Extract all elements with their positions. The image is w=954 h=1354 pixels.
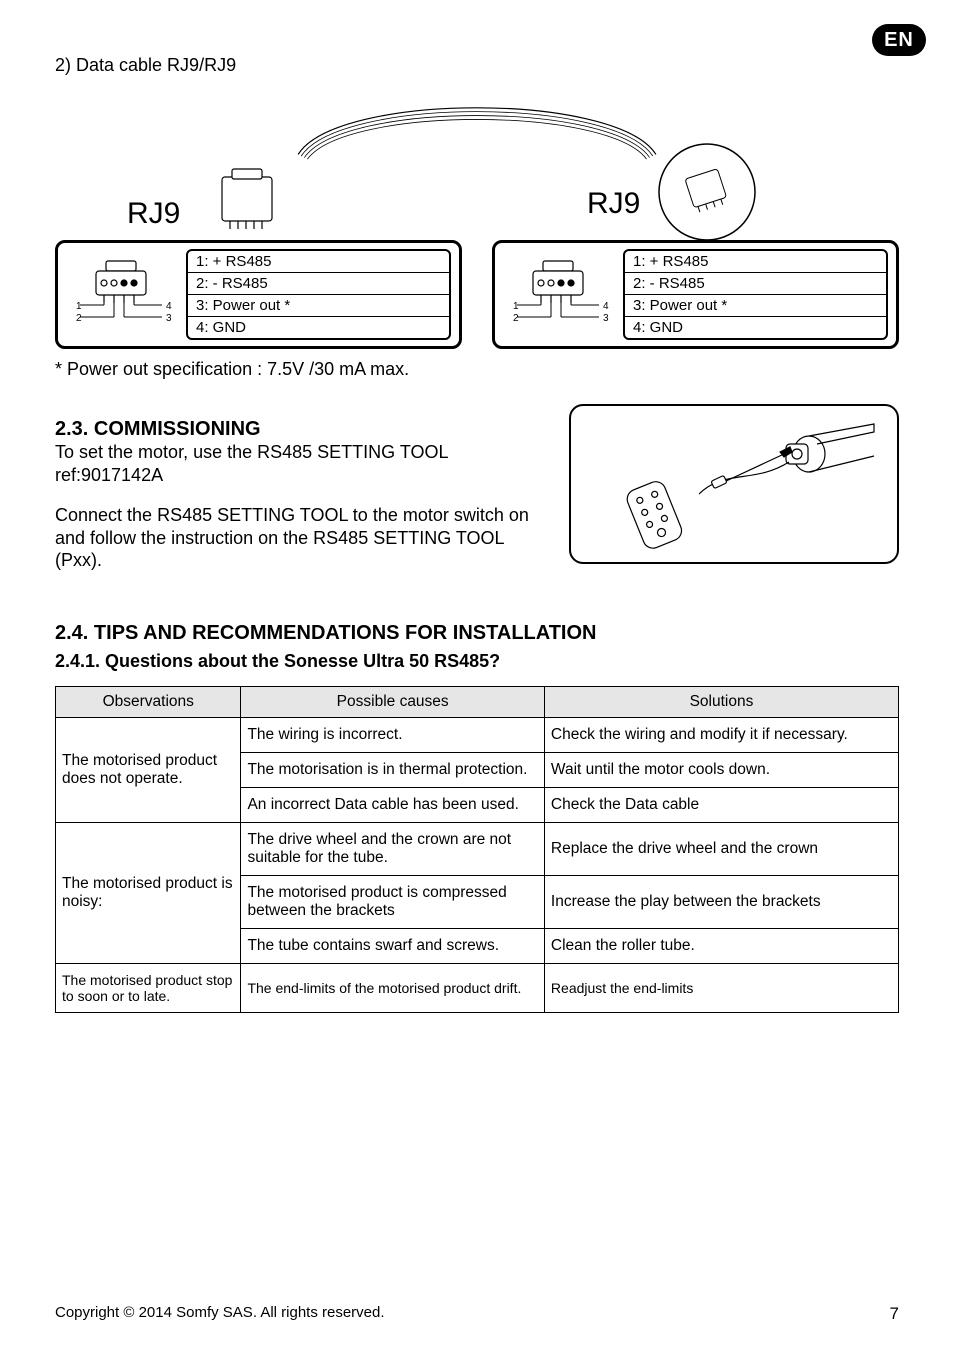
troubleshoot-table: Observations Possible causes Solutions T… bbox=[55, 686, 899, 1013]
cell-obs: The motorised product is noisy: bbox=[56, 822, 241, 963]
commissioning-heading: 2.3. COMMISSIONING bbox=[55, 418, 549, 441]
pin-row: 1: + RS485 bbox=[625, 251, 886, 273]
connector-pin-icon-left: 1 4 2 3 bbox=[66, 255, 176, 335]
pin-row: 2: - RS485 bbox=[625, 273, 886, 295]
th-observations: Observations bbox=[56, 686, 241, 717]
cable-wire-svg bbox=[237, 100, 717, 170]
cell-sol: Increase the play between the brackets bbox=[544, 875, 898, 928]
pin-num-3: 3 bbox=[166, 313, 172, 324]
setting-tool-illustration bbox=[569, 404, 899, 564]
svg-text:3: 3 bbox=[603, 313, 609, 324]
rj9-connector-right bbox=[652, 137, 762, 247]
svg-text:4: 4 bbox=[603, 301, 609, 312]
tips-subheading: 2.4.1. Questions about the Sonesse Ultra… bbox=[55, 651, 899, 672]
connector-label-left: RJ9 bbox=[127, 197, 180, 231]
cell-cause: The wiring is incorrect. bbox=[241, 717, 544, 752]
pin-num-2: 2 bbox=[76, 313, 82, 324]
cell-cause: The motorisation is in thermal protectio… bbox=[241, 752, 544, 787]
cell-sol: Readjust the end-limits bbox=[544, 963, 898, 1012]
cell-cause: The end-limits of the motorised product … bbox=[241, 963, 544, 1012]
commissioning-p2: Connect the RS485 SETTING TOOL to the mo… bbox=[55, 504, 549, 572]
connector-label-right: RJ9 bbox=[587, 187, 640, 221]
commissioning-section: 2.3. COMMISSIONING To set the motor, use… bbox=[55, 404, 899, 572]
svg-text:2: 2 bbox=[513, 313, 519, 324]
section-2-label: 2) Data cable RJ9/RJ9 bbox=[55, 55, 899, 76]
pinout-block-left: 1 4 2 3 1: + RS485 2: - RS485 3: Power o… bbox=[55, 240, 462, 349]
pin-table-right: 1: + RS485 2: - RS485 3: Power out * 4: … bbox=[623, 249, 888, 340]
cell-cause: An incorrect Data cable has been used. bbox=[241, 787, 544, 822]
th-solutions: Solutions bbox=[544, 686, 898, 717]
cell-cause: The motorised product is compressed betw… bbox=[241, 875, 544, 928]
rj9-connector-left bbox=[197, 167, 297, 247]
copyright-text: Copyright © 2014 Somfy SAS. All rights r… bbox=[55, 1304, 385, 1324]
language-badge: EN bbox=[872, 24, 926, 56]
cable-diagram: RJ9 RJ9 bbox=[87, 82, 867, 232]
cell-sol: Check the Data cable bbox=[544, 787, 898, 822]
table-row: The motorised product does not operate. … bbox=[56, 717, 899, 752]
cell-sol: Replace the drive wheel and the crown bbox=[544, 822, 898, 875]
cell-cause: The tube contains swarf and screws. bbox=[241, 928, 544, 963]
pin-row: 4: GND bbox=[625, 317, 886, 338]
pinout-block-right: 1 4 2 3 1: + RS485 2: - RS485 3: Power o… bbox=[492, 240, 899, 349]
pin-row: 2: - RS485 bbox=[188, 273, 449, 295]
cell-obs: The motorised product stop to soon or to… bbox=[56, 963, 241, 1012]
pin-row: 4: GND bbox=[188, 317, 449, 338]
page-footer: Copyright © 2014 Somfy SAS. All rights r… bbox=[55, 1304, 899, 1324]
page-number: 7 bbox=[890, 1304, 899, 1324]
cell-obs: The motorised product does not operate. bbox=[56, 717, 241, 822]
commissioning-p1: To set the motor, use the RS485 SETTING … bbox=[55, 441, 549, 486]
cell-sol: Check the wiring and modify it if necess… bbox=[544, 717, 898, 752]
power-out-footnote: * Power out specification : 7.5V /30 mA … bbox=[55, 359, 899, 380]
th-causes: Possible causes bbox=[241, 686, 544, 717]
connector-pin-icon-right: 1 4 2 3 bbox=[503, 255, 613, 335]
pin-row: 3: Power out * bbox=[188, 295, 449, 317]
tips-heading: 2.4. TIPS AND RECOMMENDATIONS FOR INSTAL… bbox=[55, 622, 899, 645]
pin-num-4: 4 bbox=[166, 301, 172, 312]
pin-row: 3: Power out * bbox=[625, 295, 886, 317]
pin-table-left: 1: + RS485 2: - RS485 3: Power out * 4: … bbox=[186, 249, 451, 340]
svg-text:1: 1 bbox=[513, 301, 519, 312]
table-row: The motorised product stop to soon or to… bbox=[56, 963, 899, 1012]
pin-num-1: 1 bbox=[76, 301, 82, 312]
cell-sol: Clean the roller tube. bbox=[544, 928, 898, 963]
cell-cause: The drive wheel and the crown are not su… bbox=[241, 822, 544, 875]
table-row: The motorised product is noisy: The driv… bbox=[56, 822, 899, 875]
pin-row: 1: + RS485 bbox=[188, 251, 449, 273]
cell-sol: Wait until the motor cools down. bbox=[544, 752, 898, 787]
pinout-row: 1 4 2 3 1: + RS485 2: - RS485 3: Power o… bbox=[55, 240, 899, 349]
